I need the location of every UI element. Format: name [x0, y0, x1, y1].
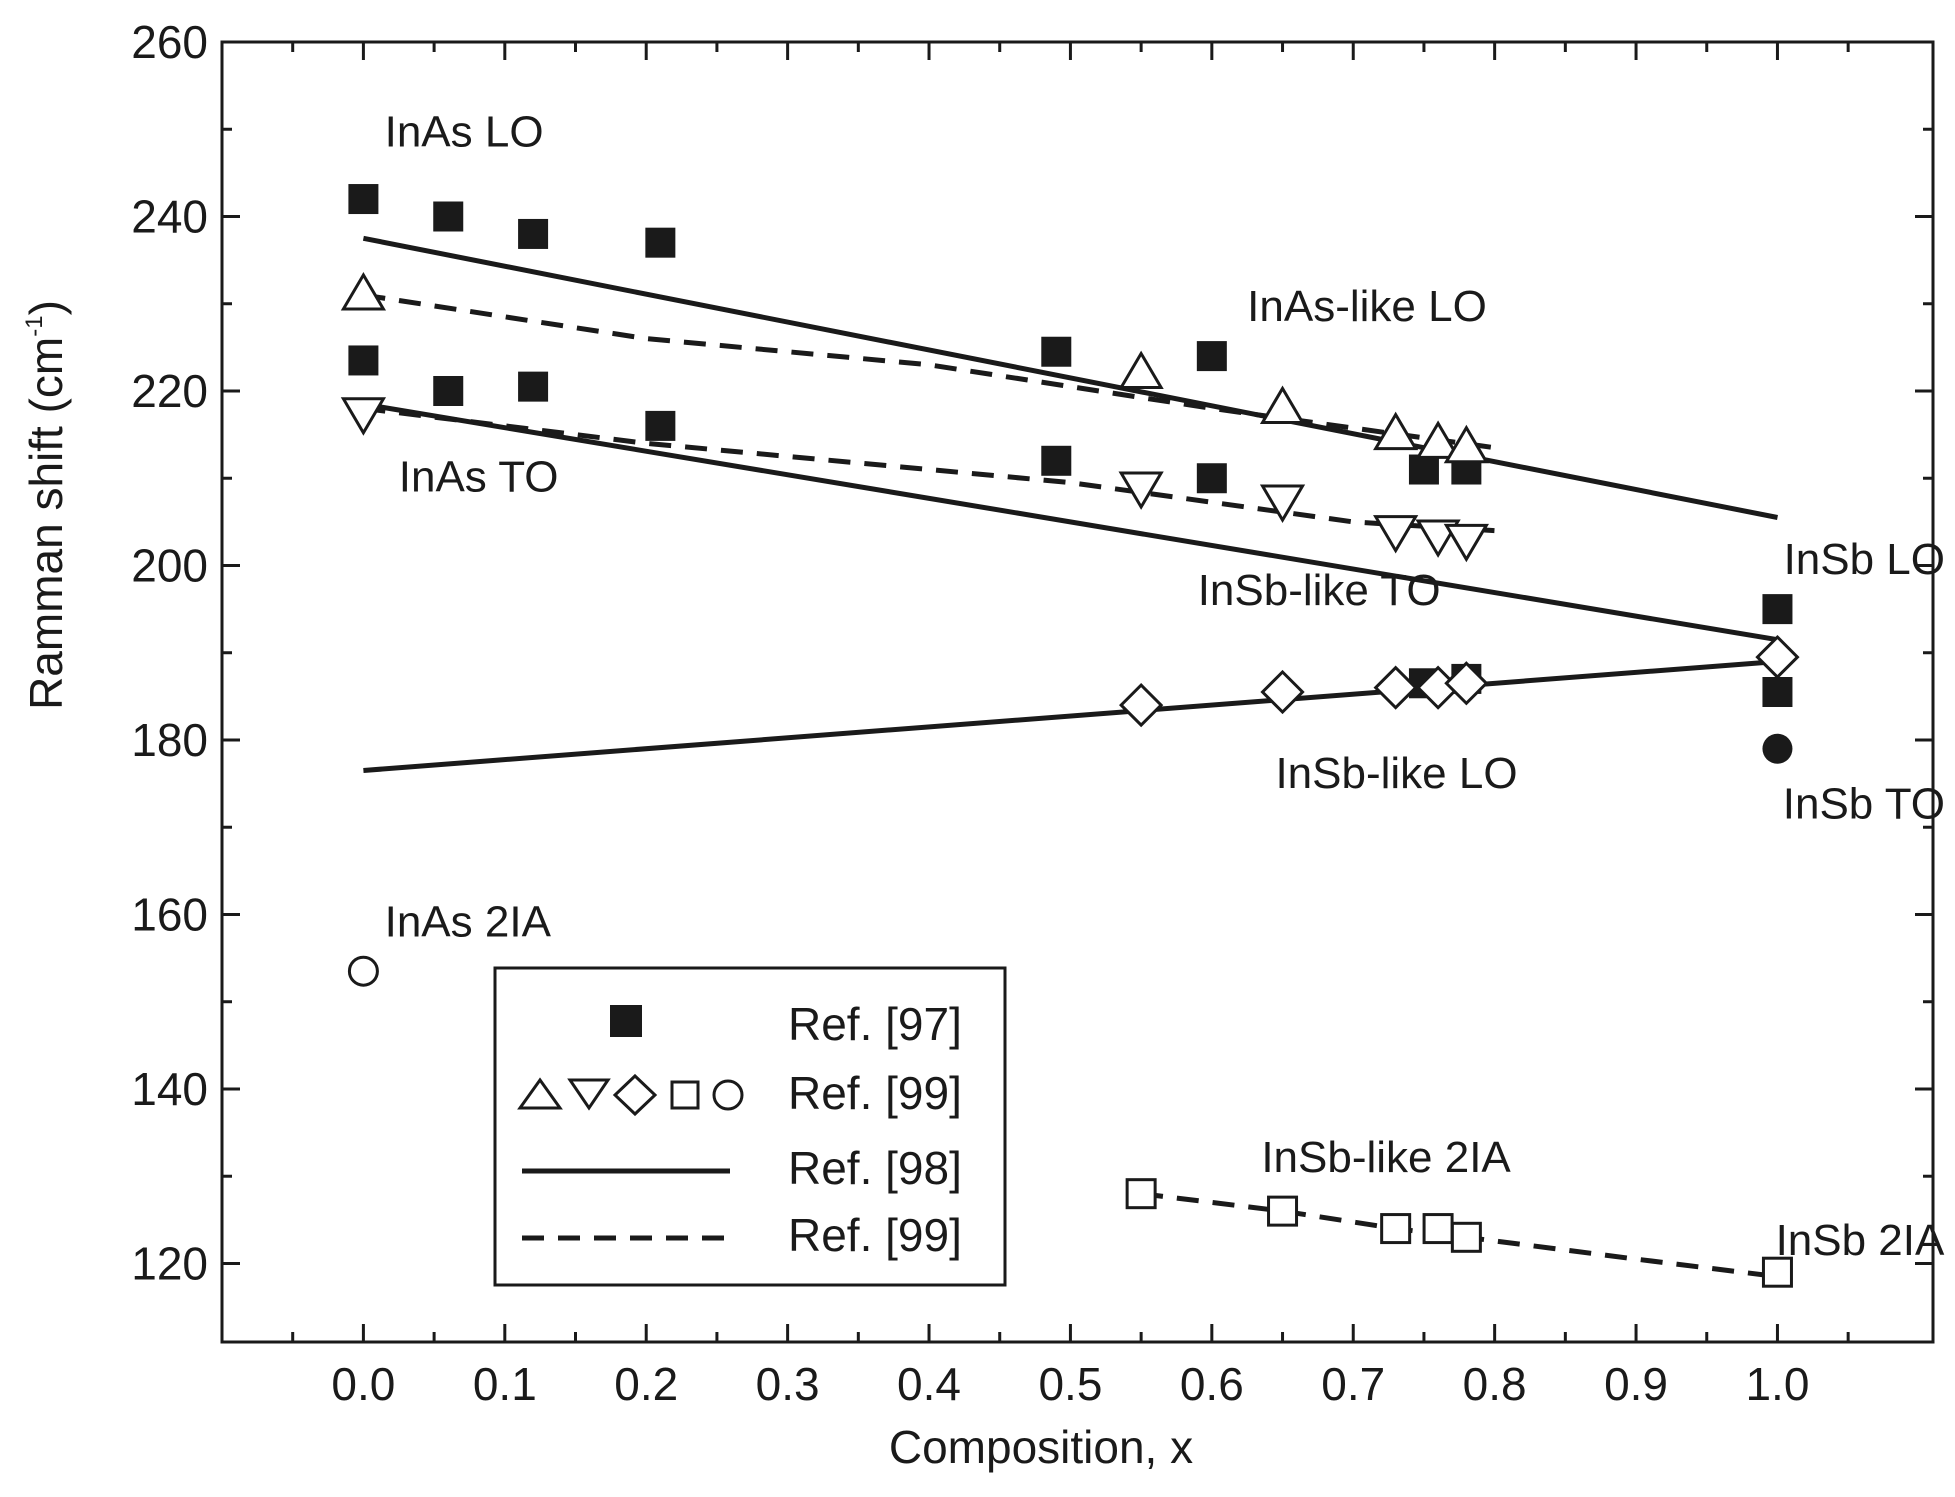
- filled-square-marker: [433, 201, 464, 232]
- x-tick-label: 0.7: [1321, 1358, 1385, 1410]
- y-tick-label: 140: [131, 1063, 208, 1115]
- open-triangle-up-marker: [1118, 350, 1164, 390]
- x-tick-label: 0.1: [473, 1358, 537, 1410]
- y-tick-label: 200: [131, 539, 208, 591]
- solid-fit-line: [362, 401, 1778, 643]
- legend-triangle-down-icon: [567, 1078, 611, 1111]
- filled-square-marker: [433, 375, 464, 406]
- annotation-label: InSb-like LO: [1275, 749, 1517, 798]
- filled-square-marker: [348, 345, 379, 376]
- open-square-marker: [1125, 1178, 1157, 1210]
- filled-circle-marker: [1762, 733, 1793, 764]
- annotation-label: InSb 2IA: [1776, 1216, 1945, 1265]
- x-tick-label: 0.8: [1463, 1358, 1527, 1410]
- annotations: InAs LO InAs TO InAs-like LO InSb-like TO In…: [385, 108, 1945, 1265]
- open-triangle-up-marker: [1415, 420, 1461, 459]
- filled-square-marker: [1041, 445, 1072, 476]
- y-tick-label: 260: [131, 16, 208, 68]
- open-triangle-up-marker: [1443, 424, 1489, 464]
- annotation-label: InSb TO: [1783, 780, 1945, 829]
- open-triangle-up-marker: [1373, 411, 1419, 451]
- open-diamond-marker: [1119, 682, 1164, 728]
- y-tick-label: 120: [131, 1237, 208, 1289]
- filled-square-marker: [1762, 677, 1793, 707]
- filled-square-marker: [518, 218, 549, 249]
- open-circle-marker: [347, 955, 379, 987]
- dashed-fit-line: [363, 292, 1495, 451]
- x-tick-label: 0.3: [756, 1358, 820, 1410]
- filled-square-marker: [1762, 594, 1793, 625]
- tick-labels: 0.0 0.1 0.2 0.3 0.4 0.5 0.6 0.7 0.8 0.9 1.0 120 140 1…: [131, 16, 1809, 1410]
- annotation-label: InAs 2IA: [385, 897, 552, 946]
- open-square-marker: [1450, 1221, 1482, 1253]
- filled-square-marker: [645, 227, 676, 258]
- legend-label-ref97: Ref. [97]: [788, 998, 962, 1050]
- open-square-marker: [1267, 1195, 1299, 1227]
- x-tick-label: 0.5: [1038, 1358, 1102, 1410]
- x-axis-label: Composition, x: [889, 1421, 1193, 1473]
- filled-square-marker: [518, 371, 549, 402]
- open-diamond-marker: [1373, 665, 1418, 710]
- open-diamond-marker: [1755, 634, 1800, 680]
- filled-square-marker: [1041, 336, 1072, 367]
- open-square-marker: [1380, 1213, 1412, 1245]
- legend-diamond-icon: [612, 1073, 658, 1117]
- x-tick-label: 0.4: [897, 1358, 961, 1410]
- filled-square-marker: [1196, 341, 1227, 372]
- y-axis-label-suffix: ): [20, 300, 72, 315]
- y-tick-label: 220: [131, 365, 208, 417]
- legend: Ref. [97] Ref. [99] Ref. [98] Ref. [99]: [493, 966, 1007, 1287]
- y-tick-label: 180: [131, 714, 208, 766]
- legend-square-icon: [670, 1080, 700, 1110]
- open-triangle-up-marker: [1259, 385, 1306, 424]
- x-tick-label: 0.2: [614, 1358, 678, 1410]
- y-axis-label-sup: -1: [21, 315, 48, 336]
- annotation-label: InSb LO: [1784, 535, 1945, 584]
- open-triangle-down-marker: [1118, 471, 1164, 510]
- open-diamond-marker: [1260, 669, 1305, 715]
- legend-label-ref99-dashed: Ref. [99]: [788, 1209, 962, 1261]
- annotation-label: InSb-like 2IA: [1261, 1133, 1511, 1182]
- plot-frame: [220, 40, 1935, 1344]
- open-square-marker: [1422, 1213, 1454, 1245]
- y-tick-label: 240: [131, 190, 208, 242]
- open-triangle-up-marker: [340, 272, 387, 311]
- filled-square-marker: [645, 410, 676, 441]
- legend-filled-square-icon: [610, 1005, 642, 1037]
- y-axis-label-prefix: Ramman shift (cm: [20, 337, 72, 710]
- legend-triangle-up-icon: [517, 1077, 563, 1110]
- legend-circle-icon: [712, 1079, 744, 1111]
- x-tick-label: 0.0: [331, 1358, 395, 1410]
- open-square-marker: [1761, 1256, 1793, 1288]
- axis-ticks: [222, 40, 1933, 1342]
- legend-label-ref98: Ref. [98]: [788, 1142, 962, 1194]
- filled-square-marker: [1196, 463, 1227, 494]
- filled-square-marker: [1408, 454, 1439, 485]
- x-tick-label: 1.0: [1745, 1358, 1809, 1410]
- open-triangle-down-marker: [340, 397, 387, 436]
- annotation-label: InAs LO: [385, 108, 544, 157]
- legend-box: [493, 966, 1007, 1287]
- y-axis-label: Ramman shift (cm-1): [20, 300, 72, 710]
- x-tick-label: 0.6: [1180, 1358, 1244, 1410]
- annotation-label: InAs-like LO: [1247, 282, 1487, 331]
- open-triangle-down-marker: [1443, 523, 1489, 563]
- annotation-label: InAs TO: [399, 452, 559, 501]
- legend-label-ref99-markers: Ref. [99]: [788, 1067, 962, 1119]
- open-diamond-marker: [1444, 661, 1489, 706]
- legend-open-markers-icon: [517, 1073, 744, 1117]
- y-tick-label: 160: [131, 888, 208, 940]
- filled-square-marker: [348, 184, 379, 215]
- annotation-label: InSb-like TO: [1198, 566, 1441, 615]
- solid-fit-line: [362, 235, 1778, 520]
- data-markers: [340, 184, 1800, 1288]
- dashed-fit-line: [363, 405, 1495, 534]
- x-tick-label: 0.9: [1604, 1358, 1668, 1410]
- open-triangle-down-marker: [1259, 484, 1306, 524]
- open-triangle-down-marker: [1373, 515, 1419, 554]
- solid-fit-line: [363, 659, 1778, 773]
